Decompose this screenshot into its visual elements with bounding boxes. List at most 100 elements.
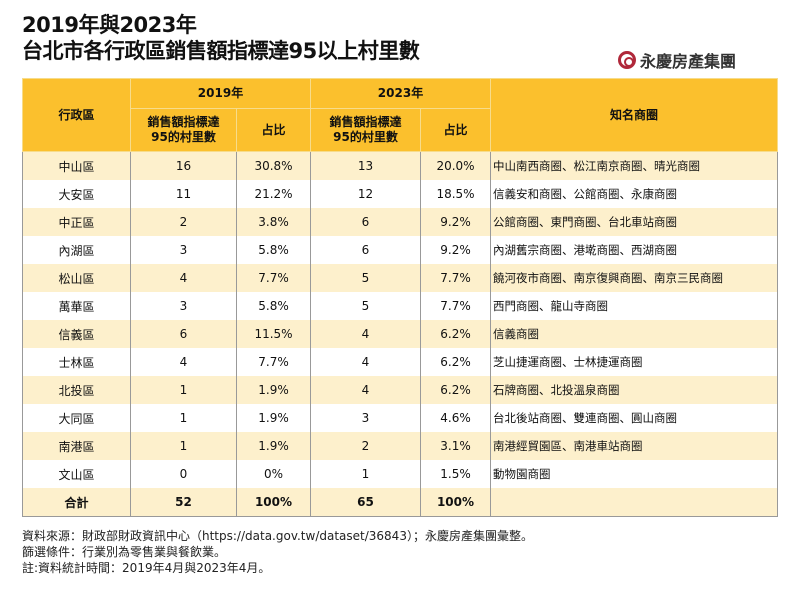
cell-share-2023: 4.6% [420,404,491,432]
cell-count-2023: 13 [310,151,421,180]
cell-district: 大安區 [22,180,131,208]
cell-circles: 西門商圈、龍山寺商圈 [490,292,778,320]
page-title: 2019年與2023年 台北市各行政區銷售額指標達95以上村里數 [22,12,420,64]
cell-share-2019: 5.8% [236,292,311,320]
cell-district: 合計 [22,488,131,517]
table-row: 中正區 2 3.8% 6 9.2% 公館商圈、東門商圈、台北車站商圈 [22,208,778,236]
cell-district: 南港區 [22,432,131,460]
cell-count-2023: 6 [310,208,421,236]
cell-district: 中正區 [22,208,131,236]
cell-district: 信義區 [22,320,131,348]
cell-circles: 芝山捷運商圈、士林捷運商圈 [490,348,778,376]
logo-icon [618,51,636,69]
cell-circles: 石牌商圈、北投溫泉商圈 [490,376,778,404]
cell-share-2019: 1.9% [236,376,311,404]
header-circles: 知名商圈 [490,78,778,152]
cell-count-2023: 2 [310,432,421,460]
cell-count-2019: 4 [130,348,237,376]
cell-count-2019: 3 [130,236,237,264]
cell-count-2019: 11 [130,180,237,208]
cell-district: 士林區 [22,348,131,376]
cell-circles: 信義商圈 [490,320,778,348]
cell-circles: 饒河夜市商圈、南京復興商圈、南京三民商圈 [490,264,778,292]
cell-count-2019: 1 [130,404,237,432]
header-district: 行政區 [22,78,131,152]
cell-count-2023: 65 [310,488,421,517]
cell-count-2019: 1 [130,376,237,404]
cell-count-2023: 1 [310,460,421,488]
cell-share-2023: 6.2% [420,348,491,376]
note-period: 註:資料統計時間：2019年4月與2023年4月。 [22,561,271,575]
cell-circles: 動物園商圈 [490,460,778,488]
footnotes: 資料來源：財政部財政資訊中心（https://data.gov.tw/datas… [22,528,533,576]
cell-count-2019: 3 [130,292,237,320]
cell-share-2019: 11.5% [236,320,311,348]
cell-circles: 中山南西商圈、松江南京商圈、晴光商圈 [490,151,778,180]
cell-count-2019: 16 [130,151,237,180]
cell-count-2019: 52 [130,488,237,517]
title-line-1: 2019年與2023年 [22,13,197,37]
table-row: 信義區 6 11.5% 4 6.2% 信義商圈 [22,320,778,348]
logo-text: 永慶房產集團 [640,52,737,71]
cell-share-2019: 0% [236,460,311,488]
cell-share-2019: 1.9% [236,404,311,432]
note-filter: 篩選條件：行業別為零售業與餐飲業。 [22,545,227,559]
cell-district: 大同區 [22,404,131,432]
cell-circles: 信義安和商圈、公館商圈、永康商圈 [490,180,778,208]
table-row: 內湖區 3 5.8% 6 9.2% 內湖舊宗商圈、港墘商圈、西湖商圈 [22,236,778,264]
cell-share-2023: 3.1% [420,432,491,460]
cell-district: 松山區 [22,264,131,292]
cell-share-2019: 5.8% [236,236,311,264]
header-share-2023: 占比 [420,108,491,152]
header-2019: 2019年 [130,78,311,109]
note-source: 資料來源：財政部財政資訊中心（https://data.gov.tw/datas… [22,529,533,543]
table-row: 合計 52 100% 65 100% [22,488,778,517]
header-share-2019: 占比 [236,108,311,152]
table-row: 大安區 11 21.2% 12 18.5% 信義安和商圈、公館商圈、永康商圈 [22,180,778,208]
table-row: 萬華區 3 5.8% 5 7.7% 西門商圈、龍山寺商圈 [22,292,778,320]
table-row: 中山區 16 30.8% 13 20.0% 中山南西商圈、松江南京商圈、晴光商圈 [22,151,778,180]
table-row: 北投區 1 1.9% 4 6.2% 石牌商圈、北投溫泉商圈 [22,376,778,404]
table-row: 南港區 1 1.9% 2 3.1% 南港經貿園區、南港車站商圈 [22,432,778,460]
cell-share-2023: 9.2% [420,236,491,264]
brand-logo: 永慶房產集團 [618,48,736,72]
cell-share-2023: 100% [420,488,491,517]
cell-count-2023: 4 [310,376,421,404]
cell-district: 內湖區 [22,236,131,264]
cell-share-2019: 1.9% [236,432,311,460]
cell-share-2023: 6.2% [420,376,491,404]
header-count-2023: 銷售額指標達95的村里數 [310,108,421,152]
table-row: 松山區 4 7.7% 5 7.7% 饒河夜市商圈、南京復興商圈、南京三民商圈 [22,264,778,292]
cell-share-2019: 100% [236,488,311,517]
title-line-2: 台北市各行政區銷售額指標達95以上村里數 [22,39,420,63]
cell-count-2023: 5 [310,264,421,292]
cell-share-2019: 21.2% [236,180,311,208]
header-2023: 2023年 [310,78,491,109]
cell-circles: 公館商圈、東門商圈、台北車站商圈 [490,208,778,236]
cell-count-2019: 4 [130,264,237,292]
cell-share-2023: 20.0% [420,151,491,180]
cell-circles [490,488,778,517]
cell-share-2023: 6.2% [420,320,491,348]
cell-share-2023: 9.2% [420,208,491,236]
cell-count-2023: 12 [310,180,421,208]
cell-share-2023: 7.7% [420,292,491,320]
cell-count-2023: 3 [310,404,421,432]
cell-share-2019: 30.8% [236,151,311,180]
cell-count-2023: 6 [310,236,421,264]
cell-district: 文山區 [22,460,131,488]
cell-count-2019: 1 [130,432,237,460]
cell-circles: 南港經貿園區、南港車站商圈 [490,432,778,460]
cell-share-2019: 7.7% [236,348,311,376]
header-count-2019: 銷售額指標達95的村里數 [130,108,237,152]
cell-district: 中山區 [22,151,131,180]
data-table: 行政區 2019年 2023年 知名商圈 銷售額指標達95的村里數 占比 銷售額… [22,78,778,517]
cell-share-2023: 18.5% [420,180,491,208]
cell-count-2023: 4 [310,348,421,376]
table-row: 大同區 1 1.9% 3 4.6% 台北後站商圈、雙連商圈、圓山商圈 [22,404,778,432]
cell-count-2023: 4 [310,320,421,348]
cell-count-2019: 0 [130,460,237,488]
cell-circles: 台北後站商圈、雙連商圈、圓山商圈 [490,404,778,432]
cell-share-2023: 1.5% [420,460,491,488]
cell-count-2019: 2 [130,208,237,236]
